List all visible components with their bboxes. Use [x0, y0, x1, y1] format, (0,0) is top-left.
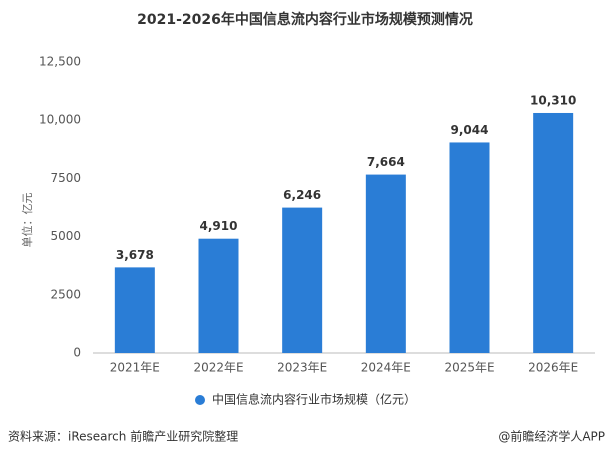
value-label: 3,678 [116, 248, 154, 262]
legend-label: 中国信息流内容行业市场规模（亿元） [212, 392, 416, 407]
y-tick-label: 10,000 [39, 113, 81, 127]
y-tick-label: 2500 [50, 287, 81, 301]
legend-marker [195, 395, 205, 405]
bar [282, 207, 323, 353]
value-label: 10,310 [530, 93, 576, 107]
x-tick-label: 2026年E [528, 361, 578, 375]
x-tick-label: 2022年E [193, 361, 243, 375]
x-tick-label: 2023年E [277, 361, 327, 375]
y-axis-label: 单位：亿元 [20, 193, 34, 248]
x-tick-label: 2021年E [110, 361, 160, 375]
y-tick-label: 12,500 [39, 55, 81, 69]
bar [533, 112, 574, 353]
value-label: 6,246 [283, 188, 321, 202]
value-label: 9,044 [451, 123, 489, 137]
bar [114, 267, 155, 353]
value-label: 7,664 [367, 155, 405, 169]
value-label: 4,910 [200, 219, 238, 233]
credit: @前瞻经济学人APP [498, 429, 605, 444]
source-note: 资料来源：iResearch 前瞻产业研究院整理 [8, 429, 238, 444]
x-tick-label: 2025年E [444, 361, 494, 375]
bar [198, 238, 239, 353]
chart-title: 2021-2026年中国信息流内容行业市场规模预测情况 [137, 11, 473, 28]
bar [449, 142, 490, 353]
y-tick-label: 5000 [50, 229, 81, 243]
y-tick-label: 7500 [50, 171, 81, 185]
x-tick-label: 2024年E [361, 361, 411, 375]
y-tick-label: 0 [73, 346, 81, 360]
bar [365, 174, 406, 353]
